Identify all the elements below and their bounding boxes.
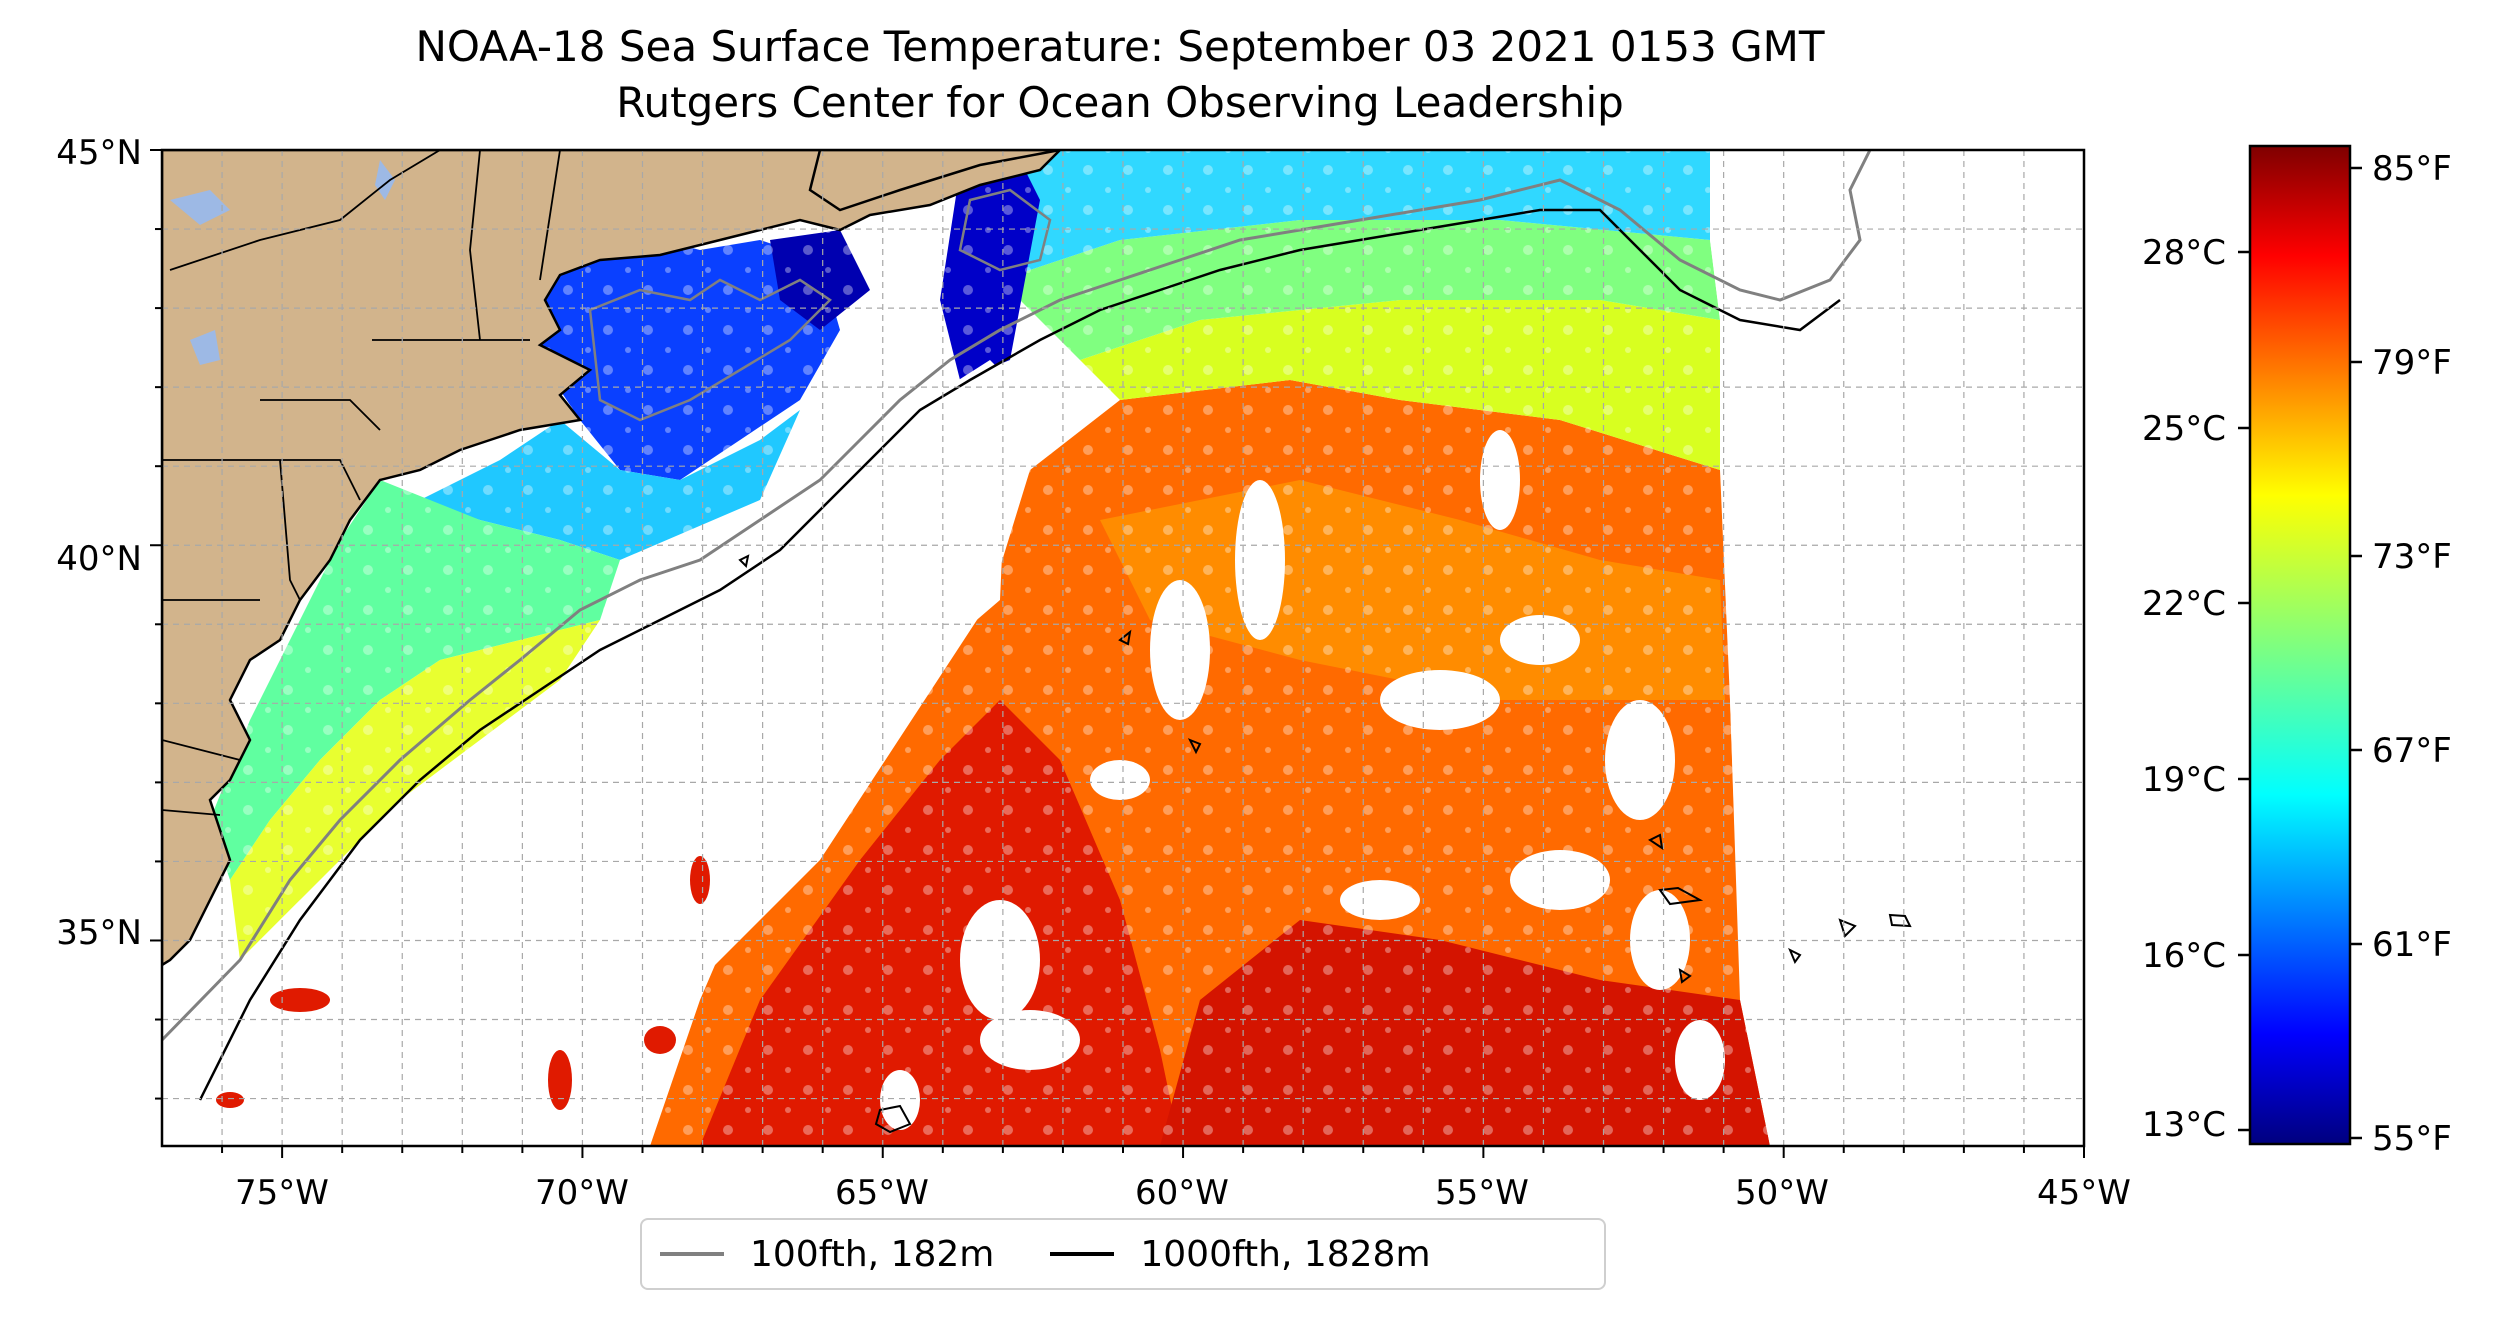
cb-celsius-25: 25°C <box>2142 409 2226 449</box>
lon-label-75w: 75°W <box>235 1173 329 1213</box>
cb-celsius-19: 19°C <box>2142 760 2226 800</box>
legend-item-100fth: 100fth, 182m <box>660 1234 994 1275</box>
isobath-100fth-gulf-maine <box>588 188 1052 422</box>
cb-fahrenheit-85: 85°F <box>2372 149 2452 189</box>
cb-celsius-16: 16°C <box>2142 936 2226 976</box>
cb-fahrenheit-73: 73°F <box>2372 537 2452 577</box>
gridlines <box>162 150 2084 1146</box>
cb-celsius-28: 28°C <box>2142 233 2226 273</box>
lon-label-65w: 65°W <box>835 1173 929 1213</box>
lon-label-70w: 70°W <box>535 1173 629 1213</box>
legend-label-1000fth: 1000fth, 1828m <box>1140 1233 1431 1275</box>
lon-label-60w: 60°W <box>1135 1173 1229 1213</box>
map-title: NOAA-18 Sea Surface Temperature: Septemb… <box>415 22 1825 71</box>
legend-label-100fth: 100fth, 182m <box>750 1233 995 1275</box>
map-legend: 100fth, 182m 1000fth, 1828m <box>640 1218 1606 1290</box>
lon-label-50w: 50°W <box>1735 1173 1829 1213</box>
legend-item-1000fth: 1000fth, 1828m <box>1050 1233 1431 1275</box>
legend-swatch-1000fth <box>1050 1252 1115 1256</box>
lat-label-40n: 40°N <box>56 539 142 579</box>
colorbar <box>2248 144 2352 1146</box>
lat-label-35n: 35°N <box>56 913 142 953</box>
warm-eddy-fragments <box>216 856 710 1110</box>
axis-ticks <box>150 149 2085 1158</box>
seamounts <box>738 554 1912 1134</box>
isobath-100fth <box>162 150 1872 1042</box>
lat-label-45n: 45°N <box>56 133 142 173</box>
lakes <box>170 160 395 365</box>
cb-fahrenheit-79: 79°F <box>2372 343 2452 383</box>
land-north-america <box>162 150 1062 967</box>
map-subtitle: Rutgers Center for Ocean Observing Leade… <box>616 78 1624 127</box>
cb-fahrenheit-55: 55°F <box>2372 1119 2452 1159</box>
isobath-1000fth <box>198 208 1841 1101</box>
map-plot-area <box>162 150 2084 1146</box>
lon-label-45w: 45°W <box>2037 1173 2131 1213</box>
cb-fahrenheit-61: 61°F <box>2372 925 2452 965</box>
legend-swatch-100fth <box>660 1252 724 1256</box>
lon-label-55w: 55°W <box>1435 1173 1529 1213</box>
state-borders <box>162 150 561 816</box>
cb-celsius-13: 13°C <box>2142 1105 2226 1145</box>
colorbar-ticks <box>2238 166 2362 1140</box>
cb-celsius-22: 22°C <box>2142 584 2226 624</box>
land-nova-scotia <box>808 150 1061 212</box>
cb-fahrenheit-67: 67°F <box>2372 731 2452 771</box>
